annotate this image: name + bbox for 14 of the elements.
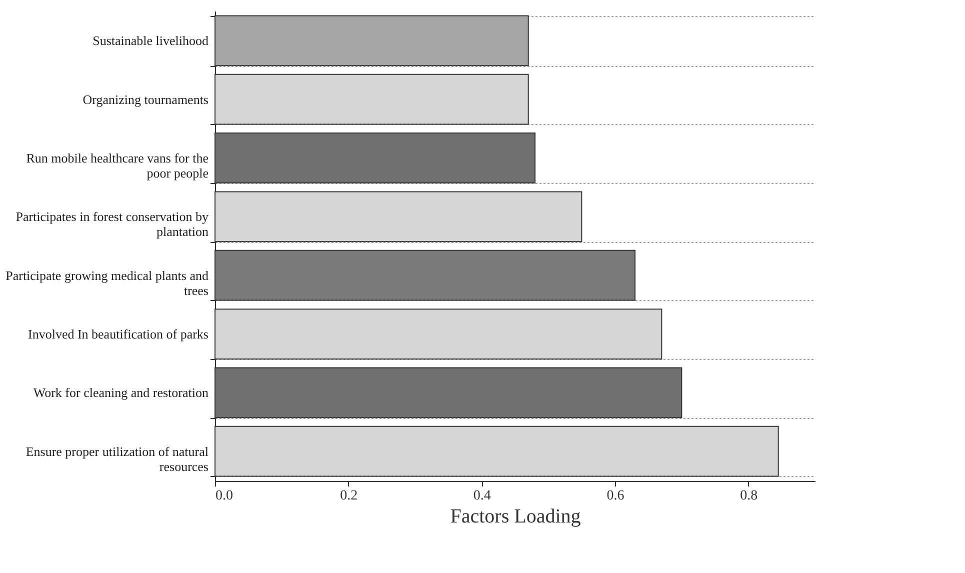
x-tick-label: 0.8 (740, 488, 758, 504)
y-tick-label: Participates in forest conservation by plantation (16, 209, 209, 240)
y-tick-label: Ensure proper utilization of natural resources (26, 444, 209, 474)
x-tick-label: 0.2 (340, 488, 358, 504)
x-tick-label: 0.6 (606, 488, 624, 504)
y-tick-label: Organizing tournaments (82, 92, 208, 107)
x-axis-title: Factors Loading (450, 506, 581, 528)
y-tick-label: Participate growing medical plants and trees (6, 268, 209, 298)
x-tick-label: 0.0 (216, 488, 233, 504)
y-tick-label: Work for cleaning and restoration (33, 385, 209, 400)
y-tick-label: Run mobile healthcare vans for the poor people (26, 150, 209, 180)
x-tick-label: 0.4 (473, 488, 491, 504)
y-tick-label: Sustainable livelihood (92, 33, 209, 48)
y-tick-label: Involved In beautification of parks (28, 326, 208, 342)
